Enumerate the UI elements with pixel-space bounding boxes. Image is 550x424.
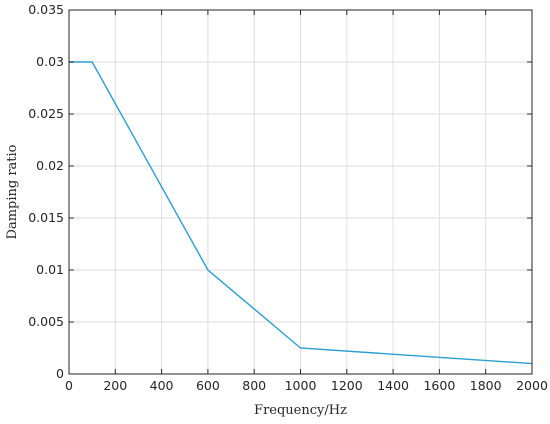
y-tick-label: 0.005 — [28, 314, 64, 329]
y-tick-label: 0.025 — [28, 106, 64, 121]
y-tick-labels: 0 0.005 0.01 0.015 0.02 0.025 0.03 0.035 — [28, 2, 64, 381]
x-axis-title: Frequency/Hz — [254, 403, 347, 418]
y-axis-title: Damping ratio — [5, 144, 20, 239]
grid — [69, 10, 532, 374]
x-tick-label: 0 — [65, 378, 73, 393]
x-tick-label: 600 — [196, 378, 220, 393]
y-tick-label: 0.015 — [28, 210, 64, 225]
x-tick-label: 400 — [150, 378, 174, 393]
x-tick-label: 1000 — [285, 378, 317, 393]
damping-ratio-line — [69, 61, 533, 365]
y-tick-label: 0 — [56, 366, 64, 381]
y-tick-label: 0.03 — [36, 54, 64, 69]
series-layer — [69, 61, 533, 365]
x-tick-label: 800 — [242, 378, 266, 393]
x-tick-label: 1200 — [331, 378, 363, 393]
x-tick-label: 1600 — [423, 378, 455, 393]
y-tick-label: 0.02 — [36, 158, 64, 173]
x-tick-labels: 0 200 400 600 800 1000 1200 1400 1600 1800 2000 — [65, 378, 548, 393]
x-tick-label: 200 — [103, 378, 127, 393]
y-tick-label: 0.01 — [36, 262, 64, 277]
x-tick-label: 2000 — [516, 378, 548, 393]
x-tick-label: 1400 — [377, 378, 409, 393]
y-tick-label: 0.035 — [28, 2, 64, 17]
tick-marks — [68, 9, 533, 375]
x-tick-label: 1800 — [470, 378, 502, 393]
